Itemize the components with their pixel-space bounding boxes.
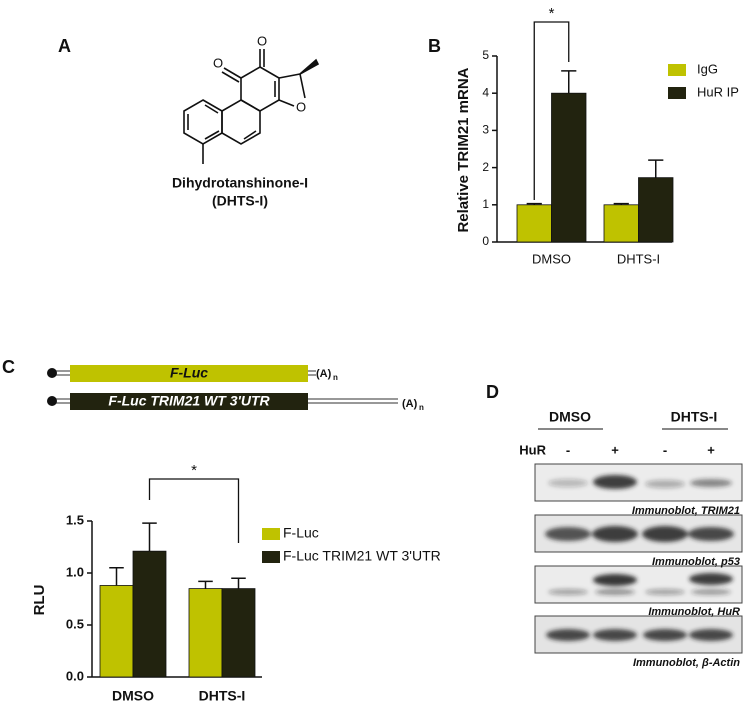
panel-label: D [486,382,499,402]
bar [132,550,167,678]
legend-label: HuR IP [697,84,739,99]
x-tick-label: DMSO [112,688,154,701]
lane-sign: - [663,442,667,457]
construct-label: F-Luc [170,365,208,381]
bar [516,204,552,243]
bar [188,588,223,678]
x-tick-label: DHTS-I [199,688,246,701]
y-tick-label: 5 [482,48,489,62]
error-bar [198,580,213,589]
blot-group: DHTS-I [671,409,718,425]
blot-label: Immunoblot, β-Actin [633,657,740,669]
bar [638,177,674,243]
blot-label: Immunoblot, TRIM21 [632,505,740,517]
lane-sign: - [566,442,570,457]
bar [551,92,587,243]
construct-tail: (A) [316,368,332,380]
blot-row-label: HuR [519,442,546,457]
error-bar [613,202,629,205]
legend-swatch [262,528,280,540]
x-tick-label: DMSO [532,251,571,266]
bar [99,585,134,678]
x-tick-label: DHTS-I [617,251,660,266]
panel-label: B [428,36,441,56]
y-tick-label: 0.0 [66,668,84,683]
error-bar [526,202,542,205]
blot-label: Immunoblot, HuR [648,606,740,618]
construct-tail-sub: n [333,373,338,382]
y-axis-label: RLU [31,585,48,616]
atom-label: O [296,99,306,114]
blot-images [534,463,743,654]
y-tick-label: 1 [482,197,489,211]
construct-label: F-Luc TRIM21 WT 3'UTR [108,393,270,409]
error-bar [109,567,124,586]
construct-tail-sub: n [419,403,424,412]
legend-label: F-Luc TRIM21 WT 3'UTR [283,548,441,564]
y-tick-label: 1.5 [66,512,84,527]
atom-label: O [257,33,267,48]
compound-name: Dihydrotanshinone-I [172,175,308,191]
blot-label: Immunoblot, p53 [652,556,740,568]
construct-tail: (A) [402,398,418,410]
construct-diagram [47,365,398,410]
error-bar [561,70,577,94]
legend-swatch [668,64,686,76]
y-tick-label: 0 [482,234,489,248]
bar [221,588,256,678]
panel-label: C [2,357,15,377]
blot-group: DMSO [549,409,591,425]
chemical-structure [183,49,320,164]
significance-bracket [148,478,240,543]
significance-bracket [533,21,570,200]
y-tick-label: 4 [482,85,489,99]
y-tick-label: 3 [482,123,489,137]
y-axis-label: Relative TRIM21 mRNA [455,67,472,232]
bar [603,204,639,243]
legend-swatch [262,551,280,563]
legend-swatch [668,87,686,99]
error-bar [648,159,664,178]
lane-sign: + [707,442,715,457]
error-bar [231,577,246,589]
error-bar [142,522,157,552]
y-tick-label: 2 [482,160,489,174]
significance-label: * [191,462,197,479]
y-tick-label: 1.0 [66,564,84,579]
significance-label: * [549,5,555,22]
compound-abbr: (DHTS-I) [212,193,268,209]
legend-label: IgG [697,61,718,76]
lane-sign: + [611,442,619,457]
legend-label: F-Luc [283,525,319,541]
atom-label: O [213,55,223,70]
panel-label: A [58,36,71,56]
y-tick-label: 0.5 [66,616,84,631]
